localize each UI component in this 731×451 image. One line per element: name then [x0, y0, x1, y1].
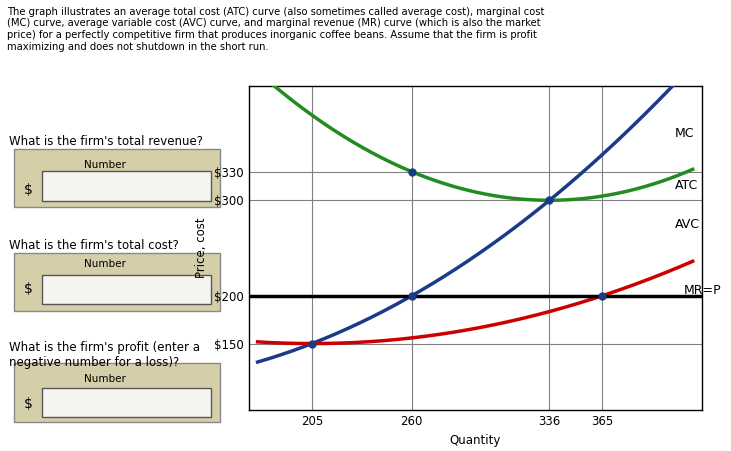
Text: What is the firm's total revenue?: What is the firm's total revenue? [10, 135, 203, 148]
Text: MR=P: MR=P [683, 284, 721, 297]
FancyBboxPatch shape [42, 275, 211, 304]
Text: Number: Number [84, 259, 126, 269]
Text: What is the firm's profit (enter a
negative number for a loss)?: What is the firm's profit (enter a negat… [10, 341, 200, 368]
FancyBboxPatch shape [14, 363, 220, 422]
FancyBboxPatch shape [14, 149, 220, 207]
Y-axis label: Price, cost: Price, cost [195, 218, 208, 278]
Text: What is the firm's total cost?: What is the firm's total cost? [10, 239, 179, 252]
Text: Number: Number [84, 374, 126, 384]
Text: $: $ [23, 183, 32, 197]
Text: ATC: ATC [675, 179, 698, 193]
Text: AVC: AVC [675, 218, 700, 230]
FancyBboxPatch shape [42, 171, 211, 201]
X-axis label: Quantity: Quantity [450, 434, 501, 447]
FancyBboxPatch shape [14, 253, 220, 311]
Text: The graph illustrates an average total cost (ATC) curve (also sometimes called a: The graph illustrates an average total c… [7, 7, 545, 51]
Text: $: $ [23, 397, 32, 411]
FancyBboxPatch shape [42, 388, 211, 417]
Text: MC: MC [675, 127, 694, 140]
Text: Number: Number [84, 160, 126, 170]
Text: $: $ [23, 282, 32, 296]
